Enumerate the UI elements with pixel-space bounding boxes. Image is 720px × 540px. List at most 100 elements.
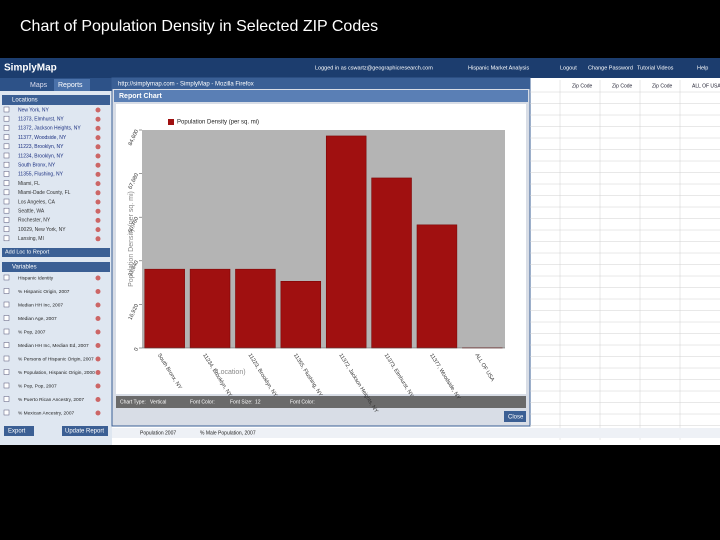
variable-item[interactable]: Median Age, 2007 (18, 316, 57, 322)
brand: SimplyMap (4, 63, 57, 74)
remove-icon[interactable] (95, 410, 101, 416)
remove-icon[interactable] (95, 107, 101, 113)
variable-item[interactable]: % Hispanic Origin, 2007 (18, 289, 70, 295)
location-item[interactable]: 10029, New York, NY (18, 227, 66, 233)
button[interactable] (62, 426, 108, 436)
variable-item[interactable]: % Puerto Rican Ancestry, 2007 (18, 397, 84, 403)
chart-control: Font Size: (230, 399, 253, 405)
checkbox[interactable] (3, 274, 10, 281)
remove-icon[interactable] (95, 397, 101, 402)
remove-icon[interactable] (95, 144, 101, 150)
checkbox[interactable] (3, 217, 10, 223)
remove-icon[interactable] (95, 302, 101, 308)
tab[interactable]: Maps (30, 82, 48, 89)
popup-titlebar (112, 78, 530, 89)
location-item[interactable]: Los Angeles, CA (18, 199, 56, 205)
location-item[interactable]: 11373, Elmhurst, NY (18, 117, 64, 123)
top-link[interactable]: Tutorial Videos (637, 65, 674, 71)
close-label[interactable]: Close (508, 415, 524, 421)
checkbox[interactable] (3, 288, 10, 294)
remove-icon[interactable] (95, 370, 101, 375)
bar (144, 268, 185, 349)
location-item[interactable]: South Bronx, NY (18, 163, 56, 169)
tab[interactable]: Reports (58, 82, 83, 89)
remove-icon[interactable] (95, 236, 101, 242)
location-item[interactable]: Rochester, NY (18, 218, 51, 224)
location-item[interactable]: Miami, FL (18, 181, 40, 187)
remove-icon[interactable] (95, 275, 101, 281)
remove-icon[interactable] (95, 171, 101, 177)
checkbox[interactable] (3, 207, 10, 214)
location-item[interactable]: 11234, Brooklyn, NY (18, 153, 64, 159)
remove-icon[interactable] (95, 217, 101, 223)
remove-icon[interactable] (95, 316, 101, 321)
variable-item[interactable]: % Pop, Pop, 2007 (18, 383, 57, 389)
checkbox[interactable] (3, 315, 10, 321)
button-label[interactable]: Export (8, 429, 26, 435)
checkbox[interactable] (3, 235, 10, 242)
remove-icon[interactable] (95, 153, 101, 159)
location-item[interactable]: 11223, Brooklyn, NY (18, 144, 64, 150)
variable-item[interactable]: Hispanic Identity (18, 275, 54, 281)
remove-icon[interactable] (95, 343, 101, 348)
checkbox[interactable] (3, 189, 10, 196)
top-link[interactable]: Change Password (588, 65, 633, 71)
button-label[interactable]: Update Report (65, 429, 104, 435)
checkbox[interactable] (3, 382, 10, 389)
remove-icon[interactable] (95, 190, 101, 196)
checkbox[interactable] (3, 301, 10, 308)
checkbox[interactable] (3, 226, 10, 232)
checkbox[interactable] (3, 143, 10, 150)
checkbox[interactable] (3, 328, 10, 335)
location-item[interactable]: Miami-Dade County, FL (18, 190, 71, 196)
top-link[interactable]: Logout (560, 65, 577, 71)
remove-icon[interactable] (95, 162, 101, 168)
checkbox[interactable] (3, 125, 10, 131)
close-button[interactable] (504, 411, 526, 422)
checkbox[interactable] (3, 152, 10, 159)
variable-item[interactable]: % Mexican Ancestry, 2007 (18, 410, 75, 416)
remove-icon[interactable] (95, 208, 101, 214)
top-link[interactable]: Hispanic Market Analysis (468, 65, 529, 71)
variable-item[interactable]: % Population, Hispanic Origin, 2000 (18, 370, 95, 376)
checkbox[interactable] (3, 106, 10, 113)
button[interactable] (4, 426, 34, 436)
top-link[interactable]: Help (697, 65, 708, 71)
location-item[interactable]: 11355, Flushing, NY (18, 172, 64, 178)
variable-item[interactable]: Median HH Inc, 2007 (18, 302, 63, 308)
remove-icon[interactable] (95, 199, 101, 205)
add-to-report[interactable]: Add Loc to Report (5, 249, 50, 255)
remove-icon[interactable] (95, 181, 101, 187)
variable-item[interactable]: % Pop, 2007 (18, 329, 46, 335)
checkbox[interactable] (3, 180, 10, 186)
location-item[interactable]: New York, NY (18, 107, 50, 113)
remove-icon[interactable] (95, 356, 101, 362)
checkbox[interactable] (3, 396, 10, 402)
checkbox[interactable] (3, 369, 10, 375)
checkbox[interactable] (3, 342, 10, 348)
checkbox[interactable] (3, 198, 10, 205)
chart-control[interactable]: 12 (255, 399, 261, 405)
remove-icon[interactable] (95, 135, 101, 141)
remove-icon[interactable] (95, 383, 101, 389)
checkbox[interactable] (3, 161, 10, 168)
chart-control[interactable]: Vertical (150, 399, 166, 405)
remove-icon[interactable] (95, 125, 101, 131)
variable-item[interactable]: Median HH Inc, Median Ed, 2007 (18, 343, 89, 349)
checkbox[interactable] (3, 409, 10, 416)
location-item[interactable]: Seattle, WA (18, 209, 45, 215)
location-item[interactable]: 11372, Jackson Heights, NY (18, 126, 81, 132)
checkbox[interactable] (3, 134, 10, 140)
remove-icon[interactable] (95, 227, 101, 233)
checkbox[interactable] (3, 115, 10, 122)
checkbox[interactable] (3, 171, 10, 177)
variable-item[interactable]: % Persons of Hispanic Origin, 2007 (18, 356, 94, 362)
checkbox[interactable] (3, 355, 10, 362)
location-item[interactable]: 11377, Woodside, NY (18, 135, 67, 141)
remove-icon[interactable] (95, 116, 101, 122)
location-item[interactable]: Lansing, MI (18, 236, 44, 242)
top-link[interactable]: Logged in as cswartz@geographicresearch.… (315, 65, 433, 71)
remove-icon[interactable] (95, 329, 101, 335)
bar (189, 268, 231, 349)
remove-icon[interactable] (95, 289, 101, 294)
